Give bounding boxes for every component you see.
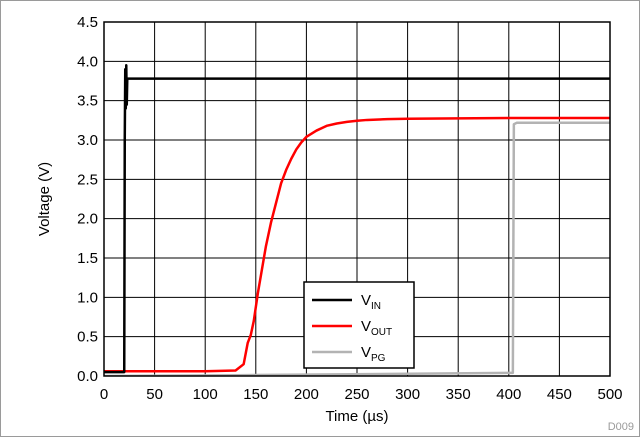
x-tick-label: 50 [146,386,163,403]
series-line-in [104,64,610,374]
x-axis-label: Time (µs) [325,408,388,425]
y-axis-label: Voltage (V) [36,162,53,236]
x-tick-label: 500 [597,386,622,403]
series-line-out [104,116,610,373]
y-tick-label: 3.5 [77,93,98,110]
y-tick-label: 3.0 [77,132,98,149]
legend-label-in: VIN [361,292,381,312]
x-tick-label: 200 [294,386,319,403]
y-tick-label: 0.5 [77,329,98,346]
x-axis-tick-labels: 0 50 100 150 200 250 300 350 400 450 500 [100,386,623,403]
x-tick-label: 150 [243,386,268,403]
legend-label-out: VOUT [361,318,392,338]
plot-area-border [103,21,611,377]
x-tick-label: 100 [193,386,218,403]
y-tick-label: 1.5 [77,250,98,267]
y-axis-tick-labels: 0.0 0.5 1.0 1.5 2.0 2.5 3.0 3.5 4.0 4.5 [77,14,98,385]
y-tick-label: 4.0 [77,53,98,70]
x-tick-label: 300 [395,386,420,403]
x-tick-label: 350 [446,386,471,403]
y-tick-label: 4.5 [77,14,98,31]
legend-label-pg: VPG [361,344,386,364]
y-tick-label: 1.0 [77,289,98,306]
figure-id: D009 [608,421,634,433]
x-tick-label: 400 [496,386,521,403]
y-tick-label: 2.5 [77,171,98,188]
y-tick-label: 2.0 [77,211,98,228]
x-tick-label: 250 [344,386,369,403]
x-tick-label: 0 [100,386,108,403]
x-tick-label: 450 [547,386,572,403]
y-tick-label: 0.0 [77,368,98,385]
legend: VIN VOUT VPG [303,281,415,369]
